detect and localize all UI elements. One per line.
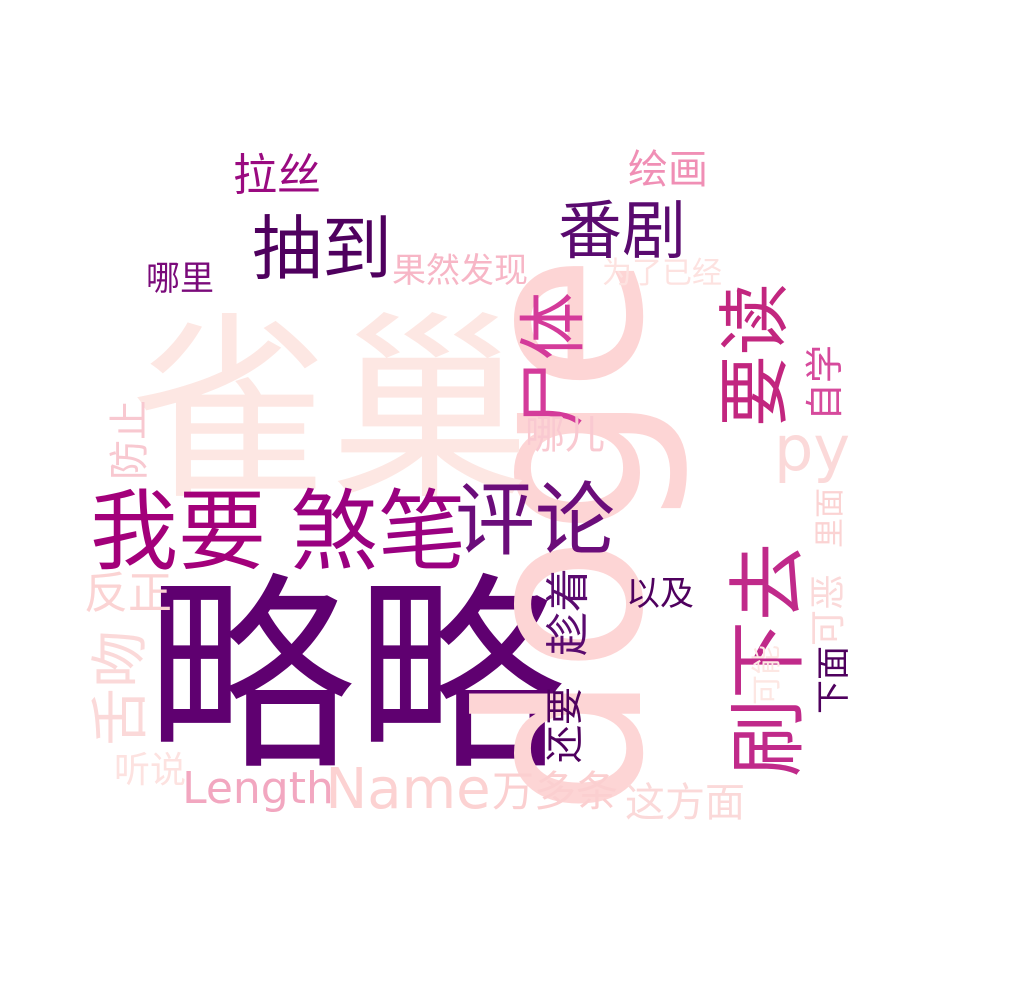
word-nali: 哪里: [146, 259, 214, 299]
word-lvelve: 略略: [145, 555, 565, 800]
word-fangzhi: 防止: [107, 400, 153, 480]
word-huihua: 绘画: [628, 147, 708, 193]
word-doge: doge: [432, 254, 694, 816]
word-shabi: 煞笔: [290, 480, 466, 583]
word-haiyao: 还要: [543, 687, 587, 763]
word-kewu: 可恶: [808, 574, 849, 646]
word-guoranfaxian: 果然发现: [392, 251, 528, 291]
word-fanzheng: 反正: [84, 568, 172, 619]
word-shewen: 舌吻: [86, 630, 154, 746]
word-xiamian: 下面: [814, 646, 854, 714]
word-pinglun: 评论: [455, 474, 615, 567]
word-zixue: 自学: [803, 345, 847, 421]
word-shiti: 尸体: [515, 292, 594, 428]
word-yiji: 以及: [626, 574, 694, 614]
word-queichao: 雀巢: [130, 295, 530, 528]
word-woyao: 我要: [90, 480, 266, 583]
word-wanduotiao: 万多条: [492, 767, 618, 816]
word-lasi: 拉丝: [233, 150, 321, 201]
word-tingshuo: 听说: [114, 750, 186, 791]
word-shuaxiaqu: 刷下去: [724, 543, 814, 777]
word-zhefangmian: 这方面: [625, 780, 745, 826]
word-length: Length: [182, 763, 334, 814]
word-choudao: 抽到: [252, 208, 392, 290]
word-keneng: 可能: [750, 645, 785, 705]
word-chenzhe: 趁着: [543, 568, 594, 656]
word-yaodu: 要读: [713, 283, 797, 427]
word-weileyijing: 为了已经: [602, 256, 722, 291]
word-name: Name: [325, 757, 490, 822]
word-naer: 哪儿: [525, 412, 605, 458]
word-limian: 里面: [813, 488, 848, 548]
word-py: py: [774, 412, 850, 485]
word-fanju: 番剧: [558, 195, 686, 269]
